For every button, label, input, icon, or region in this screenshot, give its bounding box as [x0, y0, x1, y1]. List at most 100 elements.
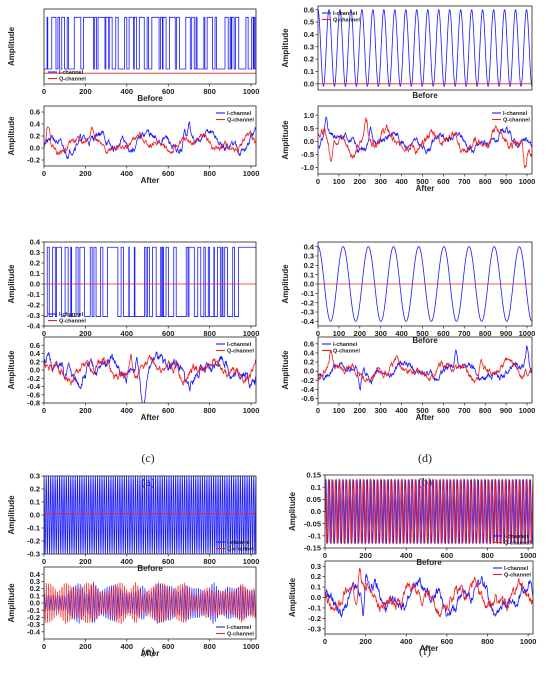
series-line-i-channel [44, 16, 256, 79]
series-line-q-channel [44, 126, 256, 156]
y-axis-label: Amplitude [281, 264, 290, 304]
x-tick-label: 0 [42, 557, 46, 566]
y-tick-label: -0.2 [27, 374, 40, 383]
plot-frame [317, 336, 533, 404]
x-axis-label: Before [412, 336, 438, 345]
x-tick-label: 400 [121, 642, 134, 651]
x-tick-label: 400 [121, 557, 134, 566]
x-tick-label: 0 [42, 329, 46, 338]
panel-c-after: -0.8-0.6-0.4-0.20.00.20.40.6 0 200 400 600 80… [7, 336, 259, 422]
x-tick-label: 700 [458, 406, 471, 415]
y-axis-label: Amplitude [7, 583, 16, 623]
y-tick-label: 0.5 [304, 124, 314, 133]
y-tick-label: -0.1 [308, 604, 321, 613]
y-tick-label: 0.6 [304, 5, 314, 14]
legend-entry: I-channel [504, 566, 529, 572]
y-tick-label: 0.0 [304, 79, 314, 88]
x-tick-label: 800 [479, 406, 492, 415]
y-tick-label: -0.2 [27, 613, 40, 622]
panel-f-before: -0.15 -0.1 -0.05 0.0 0.05 0.1 0.15 0 200 400 600 80… [288, 471, 536, 567]
y-tick-label: 0.1 [304, 67, 314, 76]
x-axis-label: After [141, 413, 160, 422]
x-tick-label: 800 [479, 177, 492, 186]
y-tick-label: 0.1 [311, 583, 321, 592]
series-line-q-channel [325, 478, 533, 545]
y-tick-label: 0.1 [311, 483, 321, 492]
y-tick-label: 0.2 [311, 572, 321, 581]
legend-entry: Q-channel [333, 349, 360, 355]
x-tick-label: 600 [437, 177, 450, 186]
y-tick-label: 0.0 [30, 144, 40, 153]
series-line-i-channel [44, 121, 256, 160]
series-line-q-channel [44, 353, 256, 386]
y-tick-label: 0.2 [30, 485, 40, 494]
x-tick-label: 200 [359, 551, 372, 560]
x-axis-label: Before [416, 558, 442, 567]
x-tick-label: 600 [162, 557, 175, 566]
x-tick-label: 600 [437, 329, 450, 338]
x-tick-label: 800 [203, 557, 216, 566]
legend-entry: I-channel [333, 11, 358, 17]
y-tick-label: -0.1 [27, 290, 40, 299]
x-tick-label: 400 [121, 87, 134, 96]
x-tick-label: 600 [162, 329, 175, 338]
y-axis-label: Amplitude [7, 116, 16, 156]
y-tick-label: 0.2 [304, 261, 314, 270]
y-tick-label: -0.5 [301, 150, 314, 159]
x-tick-label: 0 [316, 329, 320, 338]
y-tick-label: 0.1 [304, 270, 314, 279]
x-tick-label: 200 [354, 406, 367, 415]
panel-a-after: -0.2 0.0 0.2 0.4 0.6 0 200 400 600 800 1000 After Am… [7, 105, 259, 185]
legend-entry: Q-channel [227, 349, 254, 355]
legend-entry: I-channel [227, 111, 252, 117]
y-tick-label: -0.1 [301, 289, 314, 298]
x-tick-label: 800 [203, 642, 216, 651]
y-tick-label: 0.1 [30, 591, 40, 600]
legend-entry: I-channel [59, 312, 84, 318]
y-tick-label: 0.2 [304, 55, 314, 64]
x-tick-label: 400 [121, 169, 134, 178]
x-tick-label: 200 [79, 406, 92, 415]
y-tick-label: -0.3 [27, 311, 40, 320]
x-tick-label: 0 [323, 637, 327, 646]
x-tick-label: 800 [203, 169, 216, 178]
x-tick-label: 0 [42, 642, 46, 651]
x-tick-label: 1000 [519, 329, 536, 338]
x-tick-label: 1000 [243, 557, 260, 566]
series-line-q-channel [318, 349, 532, 384]
y-tick-label: 0.4 [304, 349, 315, 358]
panel-b-after: -1.0 -0.5 0.0 0.5 1.0 0 100 200 300 400 500 600 700 8… [281, 105, 535, 193]
y-tick-label: -0.3 [27, 620, 40, 629]
y-tick-label: -0.15 [304, 544, 321, 553]
y-tick-label: -0.4 [301, 317, 315, 326]
series-line-i-channel [325, 573, 533, 618]
series-line-q-channel [44, 581, 256, 625]
x-tick-label: 200 [79, 329, 92, 338]
panel-a-before: 0 200 400 600 800 1000 Before Amplitude I-channe… [7, 8, 259, 103]
y-axis-label: Amplitude [281, 28, 290, 68]
y-tick-label: -0.4 [27, 382, 41, 391]
panel-d-before: -0.4-0.3-0.2-0.10.00.10.20.30.4 0 100 200 30… [281, 241, 536, 345]
legend-entry: Q-channel [227, 547, 254, 553]
legend-entry: I-channel [504, 534, 529, 540]
y-tick-label: 0.2 [30, 132, 40, 141]
x-tick-label: 200 [359, 637, 372, 646]
y-tick-label: -1.0 [301, 163, 314, 172]
x-axis-label: After [141, 176, 160, 185]
x-tick-label: 400 [121, 406, 134, 415]
legend-entry: I-channel [227, 540, 252, 546]
y-tick-label: -0.2 [308, 614, 321, 623]
legend-entry: Q-channel [333, 18, 360, 24]
y-tick-label: 0.6 [304, 339, 314, 348]
y-tick-label: 0.0 [304, 137, 314, 146]
x-tick-label: 200 [79, 87, 92, 96]
y-tick-label: 0.3 [30, 248, 40, 257]
x-tick-label: 1000 [243, 329, 260, 338]
y-tick-label: 0.3 [30, 472, 40, 481]
